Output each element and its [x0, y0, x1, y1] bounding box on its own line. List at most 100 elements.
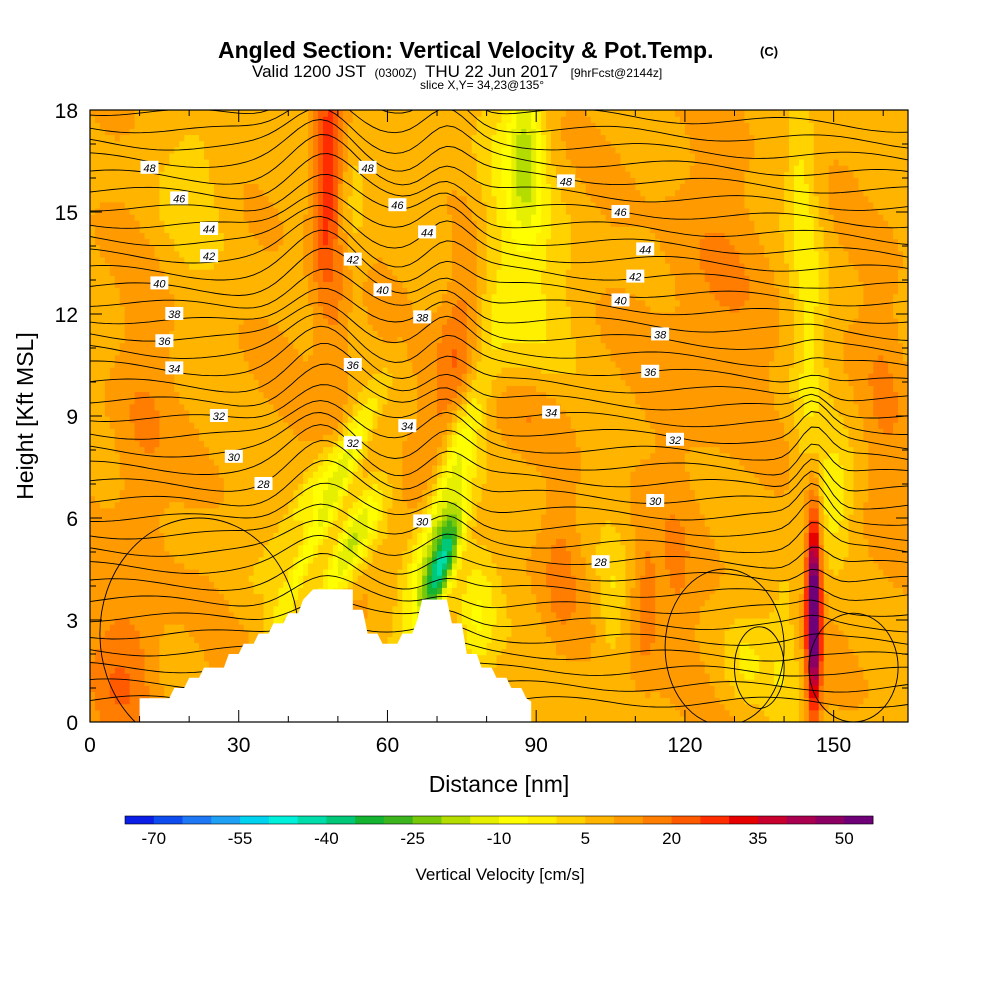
- contour-label: 38: [651, 327, 670, 341]
- chart-slice-info: slice X,Y= 34,23@135°: [420, 78, 544, 92]
- contour-label-text: 42: [629, 272, 641, 284]
- contour-label-bg: [646, 494, 665, 507]
- contour-label: 32: [666, 432, 684, 447]
- contour-label-text: 34: [545, 408, 557, 420]
- contour-label-text: 30: [649, 496, 662, 508]
- contour-label-bg: [343, 252, 362, 266]
- contour-label-bg: [418, 225, 437, 239]
- isentrope-loop: [734, 626, 785, 709]
- isentrope-line: [90, 268, 908, 341]
- contour-label-text: 44: [203, 224, 215, 236]
- isentrope-line: [90, 287, 908, 355]
- isentrope-line: [90, 325, 908, 402]
- colorbar-swatch: [412, 816, 442, 824]
- colorbar-swatch: [527, 816, 557, 824]
- contour-label: 42: [200, 249, 218, 263]
- contour-label-text: 32: [347, 438, 359, 450]
- colorbar-swatch: [441, 816, 471, 824]
- contour-label-bg: [170, 191, 189, 205]
- colorbar-title: Vertical Velocity [cm/s]: [415, 865, 584, 884]
- contour-label-text: 38: [416, 312, 429, 324]
- colorbar-frame: [124, 815, 874, 825]
- contour-label-bg: [224, 449, 243, 463]
- chart-title: Angled Section: Vertical Velocity & Pot.…: [218, 37, 713, 63]
- x-tick-label: 60: [376, 734, 399, 757]
- contour-label: 28: [254, 477, 273, 491]
- isentrope-line: [90, 639, 908, 662]
- terrain: [139, 589, 532, 722]
- colorbar-swatch: [757, 816, 788, 824]
- contour-label-bg: [398, 419, 417, 433]
- isentrope-line: [90, 110, 908, 149]
- contour-label: 34: [542, 405, 561, 420]
- contour-label: 38: [413, 310, 432, 324]
- contour-label-bg: [343, 436, 362, 450]
- colorbar-swatch: [671, 816, 701, 824]
- contour-label-bg: [373, 283, 392, 297]
- x-tick-label: 120: [667, 734, 702, 757]
- contour-label-bg: [636, 242, 655, 256]
- contour-label-text: 30: [228, 452, 241, 464]
- contour-label: 40: [611, 293, 630, 307]
- contour-label-bg: [611, 293, 630, 307]
- contour-label-text: 48: [143, 163, 156, 175]
- colorbar-swatch: [268, 816, 299, 824]
- colorbar-swatch: [700, 816, 730, 824]
- contour-label-text: 48: [560, 176, 573, 188]
- contour-label-bg: [542, 405, 561, 419]
- contour-label-text: 44: [639, 244, 651, 256]
- contour-label-bg: [591, 555, 610, 569]
- isentrope-line: [90, 313, 908, 383]
- isentrope-loop: [664, 568, 785, 722]
- colorbar-swatch: [125, 816, 155, 824]
- x-axis: 0 30 60 90 120 150: [84, 110, 884, 757]
- isentrope-line: [90, 174, 908, 245]
- contour-label: 36: [641, 364, 660, 379]
- colorbar-swatch: [240, 816, 270, 824]
- isentrope-line: [90, 424, 908, 492]
- colorbar-swatch: [153, 816, 183, 824]
- isentrope-line: [90, 503, 908, 554]
- potential-temperature-contours: [90, 110, 908, 722]
- y-tick-label: 18: [55, 100, 78, 123]
- contour-label: 34: [165, 361, 184, 375]
- colorbar-tick-label: -10: [487, 829, 512, 848]
- isentrope-line: [90, 134, 908, 211]
- contour-label-text: 32: [669, 435, 681, 447]
- contour-label: 46: [611, 205, 630, 219]
- contour-label-text: 40: [614, 295, 627, 307]
- contour-label: 40: [150, 276, 169, 290]
- contour-label-text: 28: [593, 557, 607, 569]
- contour-label-text: 42: [203, 251, 215, 263]
- colorbar-tick-label: 50: [835, 829, 854, 848]
- contour-label-bg: [165, 361, 184, 375]
- contour-label: 30: [646, 494, 665, 508]
- contour-label-text: 46: [391, 200, 404, 212]
- contour-label: 44: [418, 225, 437, 239]
- y-tick-label: 6: [66, 508, 78, 531]
- chart-title-unit: (C): [760, 44, 778, 59]
- contour-label: 48: [556, 174, 575, 188]
- colorbar: [124, 815, 874, 825]
- contour-label-bg: [666, 432, 684, 446]
- contour-label: 30: [224, 449, 243, 464]
- contour-label: 44: [200, 222, 218, 236]
- contour-label-text: 38: [168, 309, 181, 321]
- contour-label-bg: [200, 222, 218, 235]
- colorbar-tick-label: 5: [581, 829, 590, 848]
- isentrope-line: [90, 440, 908, 510]
- isentrope-line: [90, 482, 908, 542]
- colorbar-tick-label: -55: [228, 829, 253, 848]
- contour-label-text: 40: [376, 285, 389, 297]
- colorbar-tick-label: 20: [662, 829, 681, 848]
- isentrope-line: [90, 459, 908, 526]
- colorbar-swatch: [499, 816, 529, 824]
- contour-label-text: 28: [256, 479, 270, 491]
- y-tick-label: 0: [66, 712, 78, 735]
- isentrope-line: [90, 599, 908, 633]
- y-tick-label: 15: [55, 202, 78, 225]
- contour-label: 30: [413, 514, 432, 528]
- contour-label: 36: [343, 358, 362, 372]
